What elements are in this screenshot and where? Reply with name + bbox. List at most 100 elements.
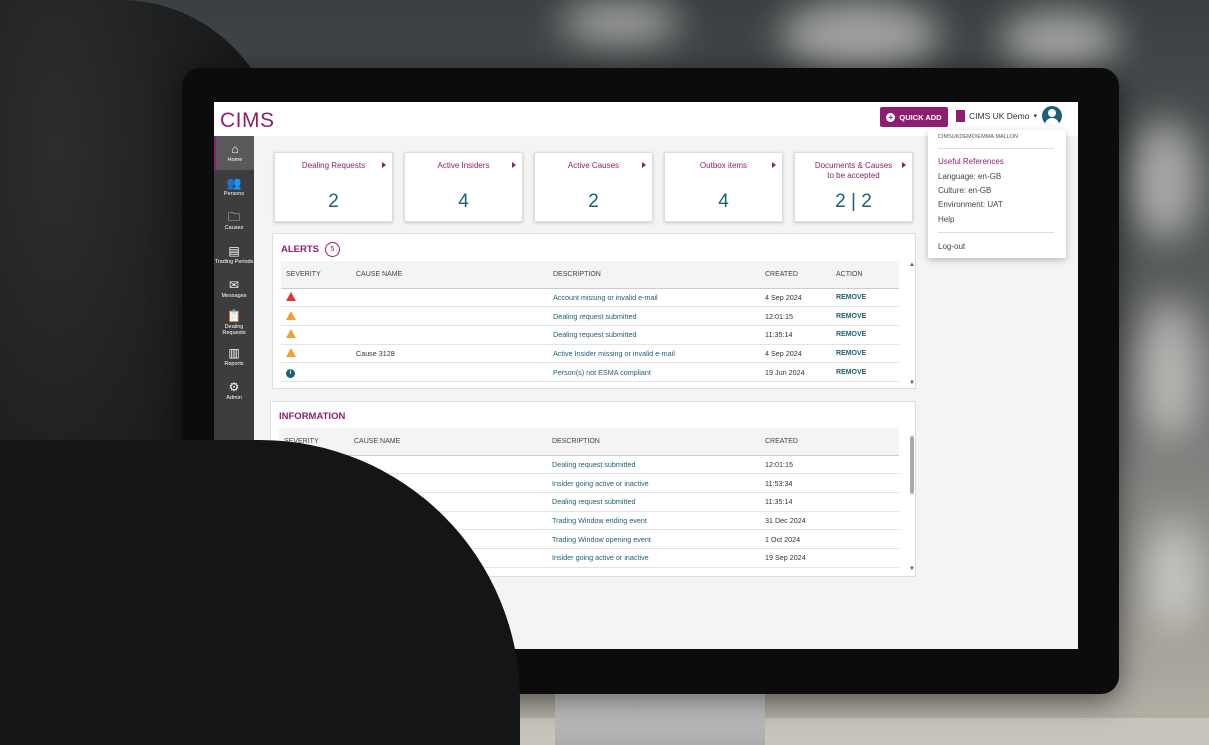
information-heading: INFORMATION xyxy=(279,411,346,422)
table-header-row: SEVERITY CAUSE NAME DESCRIPTION CREATED xyxy=(279,428,899,456)
org-name: CIMS UK Demo xyxy=(969,111,1030,121)
tile-active-causes[interactable]: Active Causes 2 xyxy=(534,152,653,222)
user-menu-dropdown: CIMSUKDEMO\EMMA.MALLON Useful References… xyxy=(928,130,1066,258)
quick-add-button[interactable]: + QUICK ADD xyxy=(880,107,948,127)
tile-value: 4 xyxy=(458,191,469,212)
chart-icon: ▥ xyxy=(228,345,240,360)
information-title: INFORMATION xyxy=(279,411,345,422)
description-link[interactable]: Dealing request submitted xyxy=(547,455,760,475)
tile-title: Active Insiders xyxy=(437,161,490,170)
description-link[interactable]: Active Insider missing or invalid e-mail xyxy=(548,344,760,364)
sidebar-item-label: Admin xyxy=(226,394,242,401)
description-link[interactable]: Dealing request submitted xyxy=(547,492,760,512)
created-date: 31 Dec 2024 xyxy=(760,511,899,531)
sidebar-item-label: Dealing Requests xyxy=(222,323,246,337)
column-header[interactable]: DESCRIPTION xyxy=(547,428,760,456)
column-header[interactable]: CREATED xyxy=(760,428,899,456)
sidebar-item-dealing-requests[interactable]: 📋 Dealing Requests xyxy=(214,306,254,340)
table-header-row: SEVERITY CAUSE NAME DESCRIPTION CREATED … xyxy=(281,261,899,289)
column-header[interactable]: CAUSE NAME xyxy=(351,261,548,289)
sidebar-item-label: Persons xyxy=(223,190,245,197)
description-link[interactable]: Dealing request submitted xyxy=(548,325,760,345)
tile-title: Dealing Requests xyxy=(301,161,366,170)
sidebar-item-admin[interactable]: ⚙ Admin xyxy=(214,374,254,408)
cause-name xyxy=(351,288,548,308)
tile-dealing-requests[interactable]: Dealing Requests 2 xyxy=(274,152,393,222)
user-avatar-icon[interactable] xyxy=(1042,106,1062,126)
building-icon xyxy=(956,110,965,122)
warning-icon xyxy=(286,310,296,320)
sidebar-item-label: Home xyxy=(227,156,243,163)
cause-name xyxy=(351,325,548,345)
divider xyxy=(938,232,1054,233)
scrollbar-thumb[interactable] xyxy=(910,436,914,494)
sidebar-item-persons[interactable]: 👥 Persons xyxy=(214,170,254,204)
description-link[interactable]: Insider going active or inactive xyxy=(547,548,760,568)
warning-icon xyxy=(286,347,296,357)
sidebar-item-causes[interactable]: 🗀 Causes xyxy=(214,204,254,238)
arrow-right-icon xyxy=(772,162,776,168)
description-link[interactable]: Person(s) not ESMA compliant xyxy=(548,362,760,382)
home-icon: ⌂ xyxy=(231,141,239,156)
useful-references-link[interactable]: Useful References xyxy=(938,157,1004,166)
tile-outbox-items[interactable]: Outbox items 4 xyxy=(664,152,783,222)
column-header[interactable]: DESCRIPTION xyxy=(548,261,760,289)
divider xyxy=(938,148,1054,149)
admin-icon: ⚙ xyxy=(228,379,240,394)
scroll-down-icon[interactable]: ▼ xyxy=(909,380,915,386)
column-header[interactable]: CAUSE NAME xyxy=(349,428,547,456)
created-date: 19 Jun 2024 xyxy=(760,362,831,382)
cause-name: Cause 3128 xyxy=(351,344,548,364)
description-link[interactable]: Account missing or invalid e-mail xyxy=(548,288,760,308)
org-selector[interactable]: CIMS UK Demo ▾ xyxy=(956,110,1037,122)
plus-icon: + xyxy=(886,112,896,122)
remove-button[interactable]: REMOVE xyxy=(831,325,899,345)
created-date: 11:53:34 xyxy=(760,473,899,493)
tile-value: 2 | 2 xyxy=(835,191,872,212)
folder-icon: 🗀 xyxy=(227,209,240,224)
table-row: Dealing request submitted 12:01:15 REMOV… xyxy=(281,306,899,326)
help-link[interactable]: Help xyxy=(938,215,955,224)
sidebar-item-messages[interactable]: ✉ Messages xyxy=(214,272,254,306)
scroll-up-icon[interactable]: ▲ xyxy=(909,262,915,268)
description-link[interactable]: Insider going active or inactive xyxy=(547,473,760,493)
tile-title: Outbox items xyxy=(699,161,748,170)
tile-active-insiders[interactable]: Active Insiders 4 xyxy=(404,152,523,222)
tile-value: 4 xyxy=(718,191,729,212)
sidebar-item-label: Causes xyxy=(224,224,244,231)
cause-name xyxy=(351,362,548,382)
sidebar-item-reports[interactable]: ▥ Reports xyxy=(214,340,254,374)
column-header[interactable]: ACTION xyxy=(831,261,899,289)
sidebar-item-trading-periods[interactable]: ▤ Trading Periods xyxy=(214,238,254,272)
alerts-panel: ALERTS 5 SEVERITY CAUSE NAME DESCRIPTION… xyxy=(272,233,916,389)
chevron-down-icon: ▾ xyxy=(1033,113,1037,120)
remove-button[interactable]: REMOVE xyxy=(831,362,899,382)
summary-tiles: Dealing Requests 2 Active Insiders 4 Act… xyxy=(274,152,913,222)
remove-button[interactable]: REMOVE xyxy=(831,306,899,326)
scroll-down-icon[interactable]: ▼ xyxy=(909,566,915,572)
created-date: 11:35:14 xyxy=(760,492,899,512)
sidebar-item-home[interactable]: ⌂ Home xyxy=(214,136,254,170)
description-link[interactable]: Trading Window opening event xyxy=(547,529,760,549)
environment-item: Environment: UAT xyxy=(938,200,1003,209)
tile-title: Active Causes xyxy=(567,161,620,170)
created-date: 19 Sep 2024 xyxy=(760,548,899,568)
alerts-title: ALERTS 5 xyxy=(281,242,340,257)
description-link[interactable]: Dealing request submitted xyxy=(548,306,760,326)
error-icon xyxy=(286,291,296,301)
arrow-right-icon xyxy=(902,162,906,168)
tile-documents-causes[interactable]: Documents & Causes to be accepted 2 | 2 xyxy=(794,152,913,222)
culture-item[interactable]: Culture: en-GB xyxy=(938,186,992,195)
column-header[interactable]: CREATED xyxy=(760,261,831,289)
table-row: Account missing or invalid e-mail 4 Sep … xyxy=(281,288,899,308)
remove-button[interactable]: REMOVE xyxy=(831,288,899,308)
column-header[interactable]: SEVERITY xyxy=(281,261,351,289)
language-item[interactable]: Language: en-GB xyxy=(938,172,1002,181)
description-link[interactable]: Trading Window ending event xyxy=(547,511,760,531)
sidebar-item-label: Messages xyxy=(221,292,247,299)
logout-link[interactable]: Log-out xyxy=(938,242,966,251)
app-logo[interactable]: CIMS xyxy=(220,109,275,132)
alerts-table: SEVERITY CAUSE NAME DESCRIPTION CREATED … xyxy=(281,261,899,382)
arrow-right-icon xyxy=(382,162,386,168)
remove-button[interactable]: REMOVE xyxy=(831,344,899,364)
